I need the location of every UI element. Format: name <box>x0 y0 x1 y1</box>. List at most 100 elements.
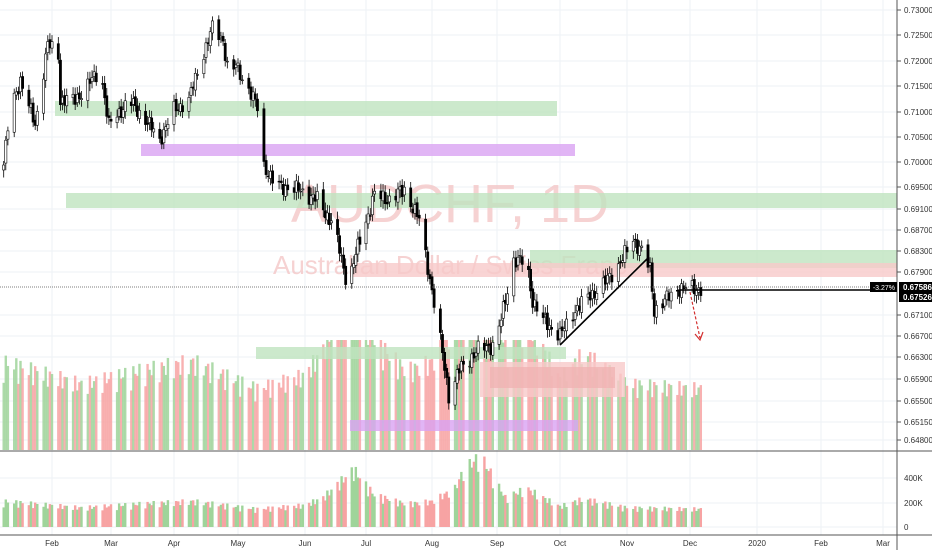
volume-bar <box>358 478 362 527</box>
volume-bar <box>196 499 199 527</box>
volume-overlay-bar <box>651 397 654 450</box>
volume-bar <box>42 506 45 527</box>
volume-bar <box>286 505 289 527</box>
candle-down <box>426 251 430 275</box>
second-price-label: 0.67526 <box>903 293 932 302</box>
support-zone[interactable] <box>256 347 566 359</box>
candle-up <box>2 164 6 171</box>
purple-zone-bottom[interactable] <box>350 420 578 431</box>
volume-bar <box>487 471 490 527</box>
volume-overlay-bar <box>356 340 360 450</box>
volume-bar <box>356 477 360 527</box>
resistance-zone[interactable] <box>66 193 897 208</box>
candle-up <box>12 92 16 133</box>
volume-overlay-bar <box>418 375 421 450</box>
pink-box-inner[interactable] <box>490 367 615 388</box>
volume-overlay-bar <box>109 372 113 450</box>
volume-bar <box>101 510 104 527</box>
volume-bar <box>146 501 149 527</box>
candle-down <box>262 108 266 162</box>
volume-overlay-bar <box>462 340 465 450</box>
candle-up <box>491 342 495 356</box>
candle-up <box>501 301 505 319</box>
candle-down <box>545 312 549 331</box>
volume-overlay-bar <box>307 366 311 450</box>
volume-overlay-bar <box>690 397 694 450</box>
volume-bar <box>309 505 313 527</box>
volume-bar <box>667 507 671 527</box>
drawings[interactable] <box>0 257 897 346</box>
volume-bar <box>445 491 448 527</box>
volume-overlay-bar <box>610 376 614 450</box>
volume-overlay-bar <box>119 378 123 450</box>
volume-bar <box>350 467 353 527</box>
trend-line[interactable] <box>559 257 649 346</box>
candle-down <box>144 110 147 125</box>
volume-bar <box>121 505 125 527</box>
candle-down <box>550 327 554 330</box>
candle-up <box>4 139 8 164</box>
volume-overlay-bar <box>172 378 176 450</box>
volume-overlay-bar <box>415 365 419 450</box>
volume-overlay-bar <box>44 366 47 450</box>
volume-overlay-bar <box>189 359 193 450</box>
volume-bar <box>558 505 562 527</box>
volume-overlay-bar <box>578 349 581 450</box>
volume-overlay-bar <box>413 363 417 450</box>
candle-down <box>650 262 654 292</box>
volume-bar <box>386 499 389 527</box>
candle-up <box>396 188 400 203</box>
volume-bar <box>326 490 329 527</box>
candle-down <box>529 268 533 292</box>
volume-overlay-bar <box>621 396 624 450</box>
volume-overlay-bar <box>608 364 611 450</box>
candle-up <box>573 312 577 320</box>
volume-bar <box>636 511 639 527</box>
volume-bar <box>453 484 457 527</box>
purple-zone[interactable] <box>141 144 575 156</box>
volume-overlay-bar <box>653 382 656 450</box>
volume-bar <box>280 508 283 527</box>
volume-bar <box>529 490 532 527</box>
volume-bar <box>277 507 281 527</box>
volume-overlay-bar <box>221 369 225 450</box>
candle-down <box>232 59 236 70</box>
volume-bar <box>344 477 347 527</box>
candle-up <box>152 128 156 133</box>
volume-bar <box>17 507 20 527</box>
candle-up <box>476 340 480 354</box>
volume-bar <box>504 494 507 527</box>
price-axis-label: 0.68300 <box>904 247 932 256</box>
candle-down <box>342 254 346 269</box>
volume-overlay-bar <box>366 344 370 450</box>
volume-bar <box>608 502 611 527</box>
volume-overlay-bar <box>548 351 551 450</box>
volume-overlay-bar <box>695 394 698 450</box>
candle-up <box>196 74 199 76</box>
volume-bar <box>379 494 383 527</box>
volume-overlay-bar <box>699 385 703 450</box>
volume-overlay-bar <box>558 376 562 450</box>
volume-overlay-bar <box>63 376 66 450</box>
candle-up <box>121 109 125 118</box>
candle-up <box>50 41 54 49</box>
volume-bar <box>241 505 244 527</box>
volume-overlay-bar <box>676 394 679 450</box>
volume-bar <box>13 503 16 527</box>
volume-bar <box>663 506 666 527</box>
volume-bar <box>669 508 673 527</box>
pink-zone[interactable] <box>350 263 897 277</box>
candle-up <box>364 221 368 244</box>
candle-up <box>35 111 39 126</box>
volume-bar <box>426 505 429 527</box>
volume-bar <box>2 507 5 527</box>
candle-down <box>253 93 257 100</box>
projection-arrow[interactable] <box>689 291 701 339</box>
volume-overlay-bar <box>364 340 368 450</box>
volume-overlay-bar <box>209 383 212 450</box>
volume-bar <box>27 505 31 527</box>
volume-bar <box>646 509 650 527</box>
volume-overlay-bar <box>344 340 347 450</box>
volume-overlay-bar <box>474 340 478 450</box>
